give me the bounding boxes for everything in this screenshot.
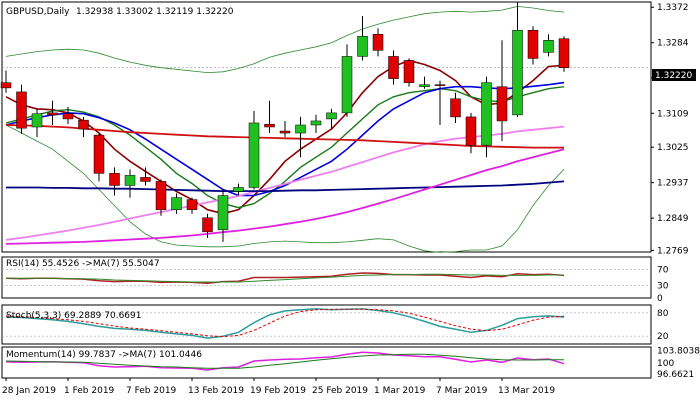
indicator-tick-label: 80 [657,309,669,319]
momentum-title: Momentum(14) 99.7837 ->MA(7) 101.0446 [6,350,202,360]
candle-body[interactable] [496,86,508,122]
date-tick-label: 28 Jan 2019 [2,386,56,396]
price-tick-label: 1.3109 [657,109,689,119]
current-price-tag [652,69,696,81]
candle-body[interactable] [372,34,384,51]
overlay-line-ma-blue-4 [5,81,565,197]
candle-body[interactable] [16,91,27,129]
candle-body[interactable] [434,84,446,86]
candle-body[interactable] [217,195,229,231]
candle-body[interactable] [264,123,275,128]
panel-frames [1,1,652,379]
date-tick-label: 19 Feb 2019 [250,386,306,396]
candle-body[interactable] [450,98,461,118]
current-price-label: 1.32220 [655,71,692,81]
ohlc-readout: 1.32938 1.33002 1.32119 1.32220 [76,7,234,17]
stoch-plot-series-stoch-main [5,308,565,339]
candle-body[interactable] [31,113,43,128]
candle-body[interactable] [512,29,523,116]
main-frame [1,1,652,253]
indicator-tick-label: 30 [657,282,669,292]
date-tick-label: 13 Mar 2019 [498,386,555,396]
candle-body[interactable] [155,181,167,210]
candle-body[interactable] [465,116,477,146]
candle-body[interactable] [248,122,260,188]
indicator-tick-label: 20 [657,332,669,342]
candle-body[interactable] [357,36,368,57]
indicator-tick-label: 0 [657,294,663,304]
indicator-tick-label: 96.6621 [657,370,694,380]
overlay-line-bb-0 [5,5,565,74]
candle-body[interactable] [279,130,291,134]
price-panel[interactable] [0,2,651,253]
date-tick-label: 1 Feb 2019 [64,386,115,396]
date-tick-label: 7 Mar 2019 [436,386,488,396]
date-tick-label: 25 Feb 2019 [312,386,368,396]
price-tick-label: 1.2849 [657,214,689,224]
candle-body[interactable] [47,112,58,116]
mom-frame [1,346,652,379]
candle-body[interactable] [233,187,244,192]
candle-body[interactable] [295,124,306,134]
rsi-plot-series-rsi-ma [6,273,564,283]
rsi-plot-series-rsi [5,272,565,284]
candle-body[interactable] [140,177,151,182]
rsi-title: RSI(14) 55.4526 ->MA(7) 55.5047 [6,259,160,269]
rsi-panel[interactable] [2,268,651,287]
date-tick-label: 13 Feb 2019 [188,386,244,396]
candle-body[interactable] [202,217,213,233]
candle-body[interactable] [171,197,182,210]
candle-body[interactable] [543,40,554,53]
price-tick-label: 1.3025 [657,143,689,153]
candle-body[interactable] [93,134,105,174]
overlay-line-ma-magenta-8 [5,148,565,245]
indicator-tick-label: 100 [657,359,674,369]
candle-body[interactable] [310,120,322,126]
candle-body[interactable] [186,199,198,210]
sto-frame [1,304,652,345]
candle-body[interactable] [403,60,415,83]
candle-body[interactable] [109,173,120,186]
mom-plot-series-momentum-ma [5,353,564,369]
indicator-tick-label: 103.8038 [657,346,700,356]
overlay-line-ma-pink-5 [5,125,565,241]
date-tick-label: 7 Feb 2019 [126,386,177,396]
stochastic-panel[interactable] [2,308,651,339]
symbol-label: GBPUSD,Daily [6,7,70,17]
stoch-title: Stoch(5,3,3) 69.2889 70.6691 [6,311,141,321]
overlay-line-ma-green-3 [5,86,565,209]
candle-body[interactable] [326,112,337,120]
candle-body[interactable] [62,113,74,120]
mom-plot-series-momentum [5,351,565,371]
candle-body[interactable] [558,38,570,68]
price-tick-label: 1.2769 [657,246,689,256]
candle-body[interactable] [341,56,353,114]
rsi-frame [1,256,652,299]
candle-body[interactable] [0,82,12,89]
candle-body[interactable] [78,119,89,130]
axes: 1.33721.32841.31971.31091.30251.29371.28… [2,3,700,396]
candle-body[interactable] [388,56,399,79]
indicator-tick-label: 70 [657,265,669,275]
momentum-panel[interactable] [5,351,565,371]
overlay-line-bb-1 [5,124,565,253]
price-tick-label: 1.3284 [657,39,689,49]
price-tick-label: 1.2937 [657,179,689,189]
candle-body[interactable] [124,175,136,186]
candle-body[interactable] [419,84,430,87]
candle-body[interactable] [527,29,539,59]
candle-body[interactable] [481,82,492,146]
date-tick-label: 1 Mar 2019 [374,386,426,396]
price-tick-label: 1.3372 [657,3,689,13]
overlay-line-ma-navy-7 [6,180,565,193]
